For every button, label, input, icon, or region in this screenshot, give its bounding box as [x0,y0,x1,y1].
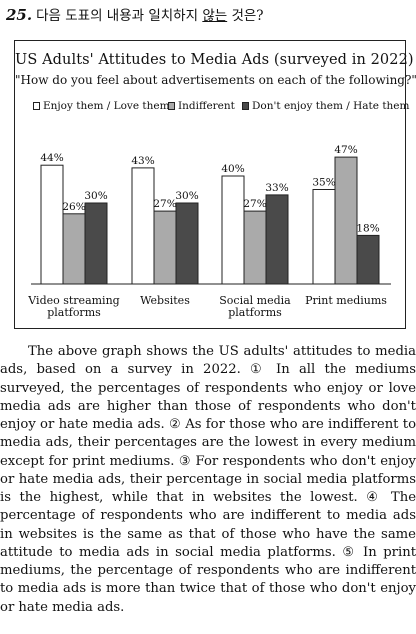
data-label-social-media-enjoy: 40% [221,163,244,175]
bar-websites-enjoy [131,167,155,285]
chart-container: US Adults' Attitudes to Media Ads (surve… [14,40,416,329]
data-label-websites-enjoy: 43% [131,155,154,167]
data-label-video-streaming-enjoy: 44% [40,152,63,164]
bar-print-mediums-hate [356,234,380,285]
legend-swatch-enjoy [33,102,40,110]
legend-item-enjoy: Enjoy them / Love them [33,100,170,112]
bar-social-media-indifferent [243,210,267,285]
category-label-social-media-line2: platforms [228,306,282,319]
question-prompt: 25. 다음 도표의 내용과 일치하지 않는 것은? [6,6,410,25]
category-label-social-media: Social media [219,294,291,307]
data-label-social-media-hate: 33% [265,182,288,194]
legend-swatch-hate [242,102,249,110]
passage-sentence-3: ③ For respondents who don't enjoy or hat… [0,453,416,506]
category-label-video-streaming-line2: platforms [47,306,101,319]
bar-print-mediums-enjoy [312,189,336,285]
chart-title: US Adults' Attitudes to Media Ads (surve… [15,52,414,68]
bar-social-media-hate [265,194,289,285]
data-label-websites-hate: 30% [175,190,198,202]
data-label-print-mediums-hate: 18% [356,222,379,234]
question-number: 25. [6,6,33,24]
category-label-print-mediums: Print mediums [305,294,387,307]
data-label-websites-indifferent: 27% [153,198,176,210]
chart-legend: Enjoy them / Love them Indifferent Don't… [33,100,409,114]
chart-subtitle: "How do you feel about advertisements on… [15,73,416,87]
data-label-video-streaming-indifferent: 26% [62,201,85,213]
passage-sentence-intro: The above graph shows the US adults' att… [0,344,416,378]
legend-item-indifferent: Indifferent [168,100,235,112]
passage-sentence-5: ⑤ In print mediums, the percentage of re… [0,544,416,615]
passage-sentence-1: ① In all the mediums surveyed, the perce… [0,362,416,432]
passage-sentence-4: ④ The percentage of respondents who are … [0,490,416,560]
passage-text: The above graph shows the US adults' att… [0,343,416,617]
legend-label-indifferent: Indifferent [178,100,235,112]
data-label-print-mediums-enjoy: 35% [312,177,335,189]
data-label-video-streaming-hate: 30% [84,190,107,202]
question-text-underlined: 않는 [202,8,228,24]
bar-websites-hate [175,202,199,285]
category-label-websites: Websites [140,294,190,307]
bar-websites-indifferent [153,210,177,285]
passage-sentence-2: ② As for those who are indifferent to me… [0,417,416,469]
data-label-social-media-indifferent: 27% [243,198,266,210]
question-text-after: 것은? [227,8,264,24]
legend-swatch-indifferent [168,102,175,110]
bar-video-streaming-hate [84,202,108,285]
bar-print-mediums-indifferent [334,156,358,285]
bar-social-media-enjoy [221,175,245,285]
bar-video-streaming-indifferent [62,213,86,285]
bar-chart: 44%26%30%Video streamingplatforms43%27%3… [27,144,391,319]
legend-label-hate: Don't enjoy them / Hate them [252,100,410,112]
legend-item-hate: Don't enjoy them / Hate them [242,100,409,112]
legend-label-enjoy: Enjoy them / Love them [43,100,170,112]
bar-video-streaming-enjoy [40,164,64,285]
data-label-print-mediums-indifferent: 47% [334,144,357,156]
category-label-video-streaming: Video streaming [27,294,119,307]
question-text-before: 다음 도표의 내용과 일치하지 [36,8,203,24]
